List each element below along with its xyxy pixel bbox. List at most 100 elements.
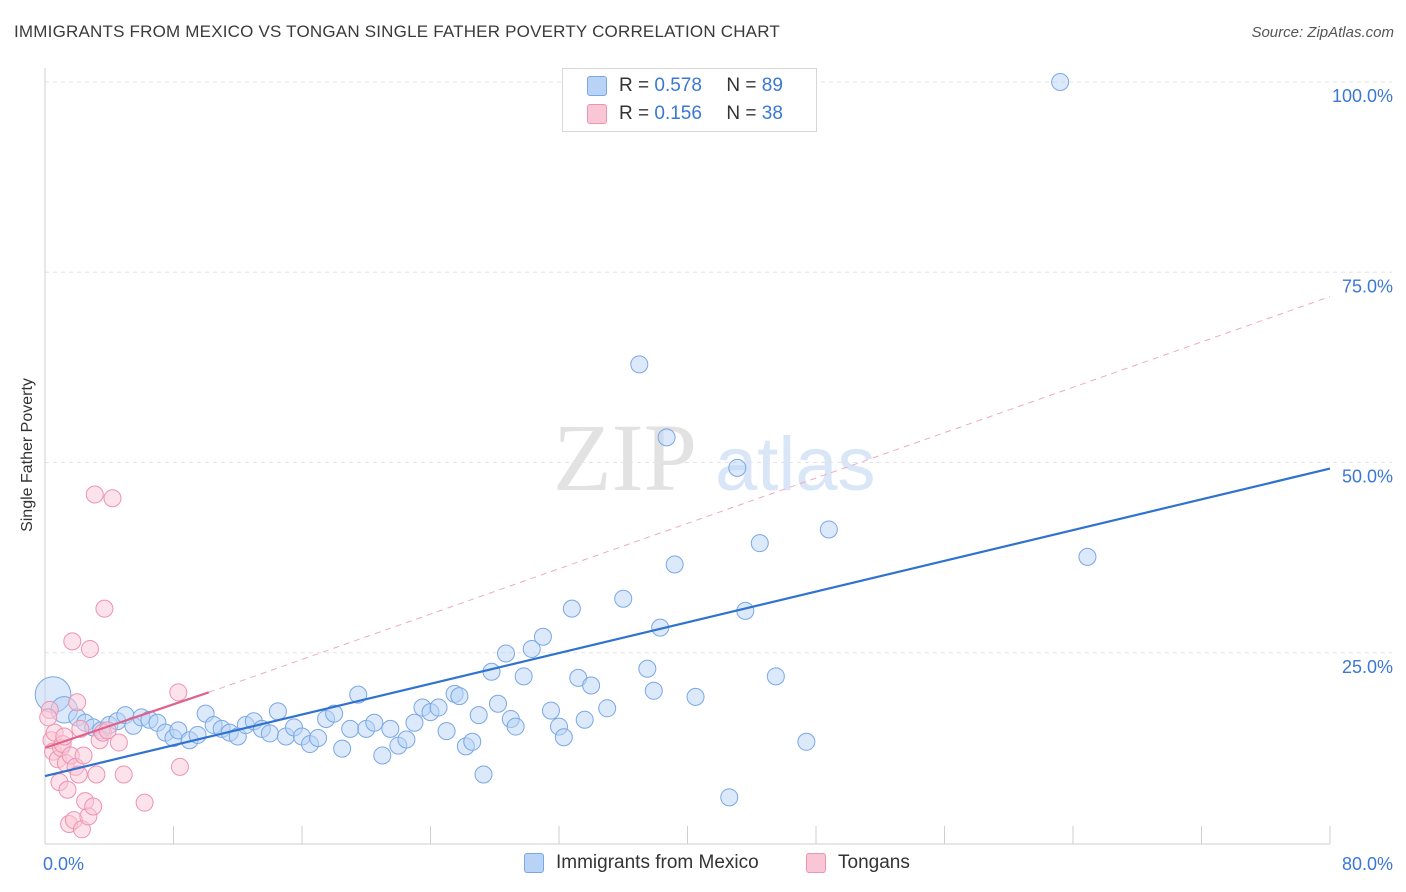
mexico-point [720,788,739,807]
tongans-point [109,733,128,752]
mexico-point [1078,547,1097,566]
mexico-point [268,702,287,721]
mexico-point [341,719,360,738]
legend-n-value-tongans: 38 [761,103,783,124]
legend-r-value-tongans: 0.156 [654,103,702,124]
mexico-point [630,355,649,374]
tongans-point [68,693,87,712]
x-tick-label-min: 0.0% [43,854,84,874]
watermark: ZIP atlas [553,404,876,511]
mexico-point [554,728,573,747]
mexico-point [429,698,448,717]
tongans-point [69,765,88,784]
mexico-point [614,589,633,608]
mexico-point [450,687,469,706]
mexico-point [365,713,384,732]
y-tick-label-75: 75.0% [1342,276,1393,296]
trend-lines [44,467,1331,778]
mexico-point [533,627,552,646]
mexico-point [686,687,705,706]
mexico-point [349,685,368,704]
mexico-point [819,520,838,539]
mexico-point [437,722,456,741]
tongans-trend-extrapolation [208,296,1331,693]
x-tick-label-max: 80.0% [1342,854,1393,874]
mexico-point [496,644,515,663]
tongans-point [87,765,106,784]
tongans-point [114,765,133,784]
legend-swatch-tongans [587,104,607,124]
mexico-point [728,458,747,477]
legend-swatch-mexico [587,76,607,96]
bottom-legend-label-tongans: Tongans [838,852,910,873]
mexico-point [381,719,400,738]
mexico-point [506,717,525,736]
mexico-point [598,699,617,718]
mexico-point [474,765,493,784]
mexico-point [750,534,769,553]
mexico-point [541,701,560,720]
legend-r-value-mexico: 0.578 [654,75,702,96]
mexico-point [644,681,663,700]
mexico-point [522,639,541,658]
tongans-point [63,632,82,651]
legend-n-label: N = [726,103,757,124]
mexico-point [373,746,392,765]
chart-title: IMMIGRANTS FROM MEXICO VS TONGAN SINGLE … [14,22,780,41]
legend-r-label: R = [619,75,650,96]
tongans-point [170,757,189,776]
bottom-legend-swatch-tongans [806,853,826,873]
tongans-point [74,746,93,765]
bottom-legend-mexico: Immigrants from Mexico [524,852,759,874]
stats-legend: R = 0.578 N = 89 R = 0.156 N = 38 [562,68,817,132]
source-label: Source: ZipAtlas.com [1251,24,1394,41]
y-tick-label-50: 50.0% [1342,467,1393,487]
mexico-point [1051,73,1070,91]
mexico-point [488,694,507,713]
tongans-trend-dashed [208,296,1331,693]
tongans-point [84,797,103,816]
bottom-legend-swatch-mexico [524,853,544,873]
mexico-point [766,667,785,686]
tongans-point [39,708,58,727]
mexico-point [665,555,684,574]
mexico-trend-line [44,467,1331,778]
tongans-trend-line [44,691,210,749]
tongans-point [58,780,77,799]
tongans-point [95,599,114,618]
tongans-point [135,793,154,812]
legend-n-value-mexico: 89 [761,75,783,96]
legend-row-tongans: R = 0.156 N = 38 [587,102,783,126]
mexico-point [325,704,344,723]
grid-lines [45,81,1392,654]
mexico-point [469,706,488,725]
mexico-point [463,732,482,751]
mexico-point [797,732,816,751]
legend-n-label: N = [726,75,757,96]
mexico-point [657,428,676,447]
tongans-point [80,639,99,658]
mexico-point [514,667,533,686]
mexico-point [309,728,328,747]
mexico-point [575,710,594,729]
mexico-point [405,713,424,732]
legend-row-mexico: R = 0.578 N = 89 [587,74,783,98]
watermark-zip: ZIP [553,404,697,511]
mexico-point [482,662,501,681]
y-tick-label-100: 100.0% [1332,86,1393,106]
mexico-point [333,739,352,758]
legend-r-label: R = [619,103,650,124]
mexico-point [638,659,657,678]
mexico-point [260,724,279,743]
tongans-points [39,485,189,839]
tongans-point [85,485,104,504]
mexico-point [562,599,581,618]
mexico-points [34,73,1097,807]
y-tick-label-25: 25.0% [1342,657,1393,677]
tick-labels: 25.0% 50.0% 75.0% 100.0% 0.0% 80.0% [43,86,1393,874]
mexico-point [582,676,601,695]
bottom-legend-tongans: Tongans [806,852,910,874]
bottom-legend-label-mexico: Immigrants from Mexico [556,852,759,873]
mexico-point [397,730,416,749]
